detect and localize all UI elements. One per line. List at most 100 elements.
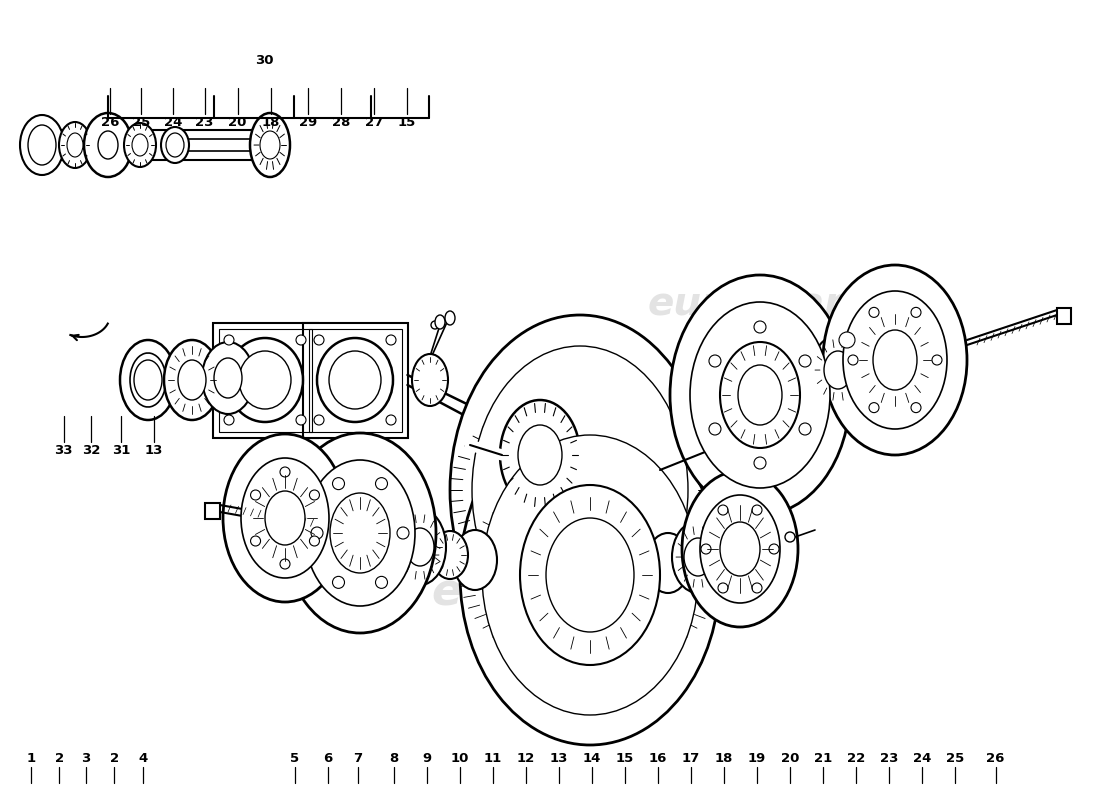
Ellipse shape xyxy=(394,509,446,585)
Ellipse shape xyxy=(843,291,947,429)
Circle shape xyxy=(386,335,396,345)
Text: 30: 30 xyxy=(255,54,273,66)
Ellipse shape xyxy=(59,122,91,168)
Ellipse shape xyxy=(720,342,800,448)
Text: 22: 22 xyxy=(847,752,865,765)
Ellipse shape xyxy=(460,405,720,745)
Ellipse shape xyxy=(700,495,780,603)
Text: 8: 8 xyxy=(389,752,398,765)
Ellipse shape xyxy=(646,533,690,593)
Circle shape xyxy=(718,583,728,593)
Circle shape xyxy=(752,505,762,515)
Text: 13: 13 xyxy=(550,752,568,765)
Circle shape xyxy=(785,532,795,542)
Circle shape xyxy=(251,490,261,500)
Circle shape xyxy=(911,402,921,413)
Text: 18: 18 xyxy=(715,752,733,765)
Ellipse shape xyxy=(223,434,346,602)
Circle shape xyxy=(309,536,319,546)
Text: 15: 15 xyxy=(616,752,634,765)
Circle shape xyxy=(710,423,720,435)
Ellipse shape xyxy=(823,265,967,455)
Ellipse shape xyxy=(520,485,660,665)
Text: 26: 26 xyxy=(987,752,1004,765)
Circle shape xyxy=(752,583,762,593)
Ellipse shape xyxy=(684,538,712,576)
Ellipse shape xyxy=(20,115,64,175)
Ellipse shape xyxy=(178,360,206,400)
Ellipse shape xyxy=(672,521,724,593)
Text: 5: 5 xyxy=(290,752,299,765)
Circle shape xyxy=(911,307,921,318)
Circle shape xyxy=(296,335,306,345)
Ellipse shape xyxy=(84,113,132,177)
Text: 6: 6 xyxy=(323,752,332,765)
Text: 25: 25 xyxy=(946,752,964,765)
Text: 28: 28 xyxy=(332,115,350,129)
Ellipse shape xyxy=(812,335,864,405)
Circle shape xyxy=(375,576,387,588)
Circle shape xyxy=(296,415,306,425)
Circle shape xyxy=(314,415,324,425)
Text: 3: 3 xyxy=(81,752,90,765)
Bar xyxy=(1057,308,1071,324)
Ellipse shape xyxy=(134,360,162,400)
Circle shape xyxy=(386,415,396,425)
Ellipse shape xyxy=(472,346,688,634)
Ellipse shape xyxy=(250,113,290,177)
Circle shape xyxy=(332,576,344,588)
Ellipse shape xyxy=(164,340,220,420)
Ellipse shape xyxy=(500,400,580,510)
Ellipse shape xyxy=(670,275,850,515)
Text: 20: 20 xyxy=(229,115,246,129)
Circle shape xyxy=(701,544,711,554)
Text: 33: 33 xyxy=(55,443,73,457)
Ellipse shape xyxy=(239,351,292,409)
Ellipse shape xyxy=(412,354,448,406)
Circle shape xyxy=(799,423,811,435)
Text: 11: 11 xyxy=(484,752,502,765)
Bar xyxy=(308,329,402,431)
Text: 15: 15 xyxy=(398,115,416,129)
Bar xyxy=(205,503,220,519)
Ellipse shape xyxy=(202,342,254,414)
Text: 10: 10 xyxy=(451,752,469,765)
Circle shape xyxy=(224,415,234,425)
Circle shape xyxy=(280,559,290,569)
Text: 18: 18 xyxy=(262,115,279,129)
Bar xyxy=(219,329,311,431)
Text: 14: 14 xyxy=(583,752,601,765)
Ellipse shape xyxy=(120,340,176,420)
Ellipse shape xyxy=(482,435,698,715)
Circle shape xyxy=(754,457,766,469)
Ellipse shape xyxy=(690,302,830,488)
Text: eurospares: eurospares xyxy=(431,570,713,614)
Ellipse shape xyxy=(284,433,436,633)
Ellipse shape xyxy=(28,125,56,165)
Circle shape xyxy=(375,478,387,490)
Circle shape xyxy=(869,402,879,413)
Bar xyxy=(302,322,407,438)
Text: 12: 12 xyxy=(517,752,535,765)
Circle shape xyxy=(311,527,323,539)
Text: 2: 2 xyxy=(55,752,64,765)
Circle shape xyxy=(848,355,858,365)
Ellipse shape xyxy=(450,315,710,665)
Circle shape xyxy=(932,355,942,365)
Text: 19: 19 xyxy=(748,752,766,765)
Text: 24: 24 xyxy=(164,115,182,129)
Ellipse shape xyxy=(434,315,446,329)
Circle shape xyxy=(710,355,720,367)
Text: 23: 23 xyxy=(196,115,213,129)
Text: 32: 32 xyxy=(82,443,100,457)
Text: 9: 9 xyxy=(422,752,431,765)
Circle shape xyxy=(280,467,290,477)
Ellipse shape xyxy=(330,493,390,573)
Circle shape xyxy=(314,335,324,345)
Ellipse shape xyxy=(227,338,302,422)
Ellipse shape xyxy=(453,530,497,590)
Text: eurospares: eurospares xyxy=(647,285,893,323)
Text: 21: 21 xyxy=(814,752,832,765)
Text: 17: 17 xyxy=(682,752,700,765)
Bar xyxy=(212,322,318,438)
